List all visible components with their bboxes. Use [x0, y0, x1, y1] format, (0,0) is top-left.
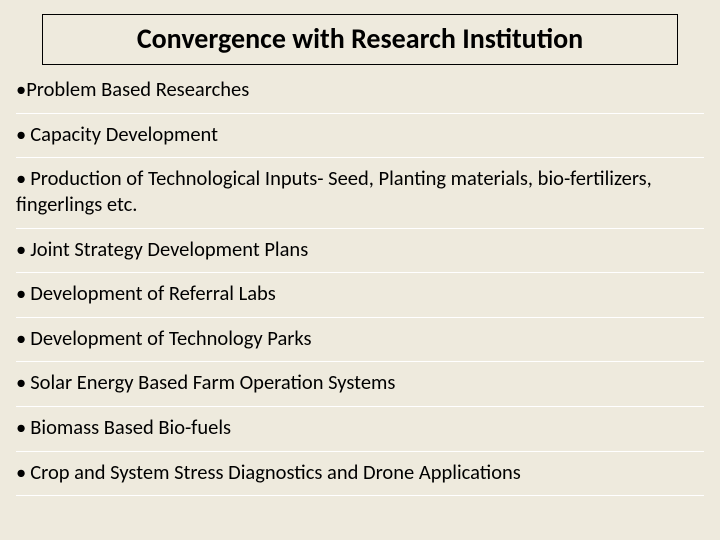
bullet-icon: • [16, 459, 26, 485]
bullet-icon: • [16, 236, 26, 262]
bullet-icon: • [16, 165, 26, 191]
bullet-icon: • [16, 280, 26, 306]
list-item: •Problem Based Researches [16, 71, 704, 114]
bullet-icon: • [16, 325, 26, 351]
bullet-text: Development of Referral Labs [30, 280, 276, 306]
bullet-icon: • [16, 369, 26, 395]
bullet-text: Biomass Based Bio-fuels [30, 414, 231, 440]
list-item: •Joint Strategy Development Plans [16, 229, 704, 274]
bullet-text: Solar Energy Based Farm Operation System… [30, 369, 395, 395]
bullet-icon: • [16, 414, 26, 440]
slide-title: Convergence with Research Institution [43, 21, 677, 56]
title-box: Convergence with Research Institution [42, 14, 678, 65]
list-item: •Biomass Based Bio-fuels [16, 407, 704, 452]
bullet-text: Capacity Development [30, 121, 218, 147]
list-item: •Development of Referral Labs [16, 273, 704, 318]
list-item: •Production of Technological Inputs- See… [16, 158, 704, 228]
bullet-list: •Problem Based Researches •Capacity Deve… [0, 65, 720, 496]
list-item: •Capacity Development [16, 114, 704, 159]
bullet-text: Development of Technology Parks [30, 325, 311, 351]
bullet-icon: • [16, 121, 26, 147]
bullet-text: Problem Based Researches [26, 76, 249, 102]
list-item: •Development of Technology Parks [16, 318, 704, 363]
list-item: •Solar Energy Based Farm Operation Syste… [16, 362, 704, 407]
bullet-text: Joint Strategy Development Plans [30, 236, 308, 262]
bullet-text: Production of Technological Inputs- Seed… [16, 165, 652, 217]
bullet-icon: • [16, 76, 26, 102]
bullet-text: Crop and System Stress Diagnostics and D… [30, 459, 521, 485]
list-item: •Crop and System Stress Diagnostics and … [16, 452, 704, 497]
